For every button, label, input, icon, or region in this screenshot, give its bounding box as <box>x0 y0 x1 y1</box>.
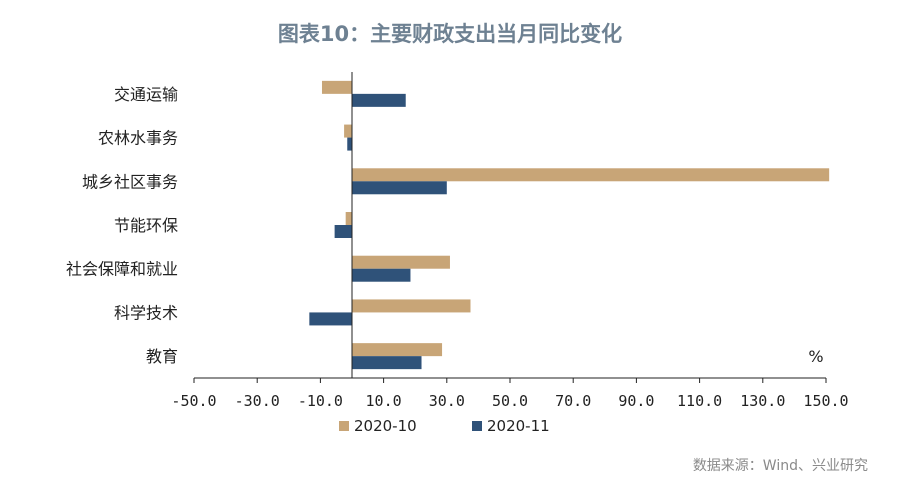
legend-label: 2020-10 <box>354 417 417 435</box>
category-label: 城乡社区事务 <box>82 172 178 191</box>
category-label: 农林水事务 <box>98 129 178 148</box>
category-label: 社会保障和就业 <box>66 260 178 279</box>
x-tick-label: 70.0 <box>555 392 591 410</box>
legend-swatch-2020-11 <box>472 421 482 431</box>
bar-2020-10-0 <box>321 80 352 94</box>
bar-2020-11-6 <box>352 356 422 370</box>
x-tick-label: 10.0 <box>366 392 402 410</box>
category-label: 科学技术 <box>114 303 178 322</box>
x-tick-label: 50.0 <box>492 392 528 410</box>
category-label: 节能环保 <box>114 216 178 235</box>
x-tick-label: -30.0 <box>235 392 280 410</box>
bar-2020-11-1 <box>347 137 352 151</box>
bar-2020-10-4 <box>352 255 450 269</box>
x-tick-label: 130.0 <box>740 392 785 410</box>
bar-2020-11-5 <box>309 312 352 326</box>
bar-2020-10-2 <box>352 168 830 182</box>
bar-2020-11-2 <box>352 181 447 195</box>
legend-label: 2020-11 <box>487 417 550 435</box>
category-label: 交通运输 <box>114 85 178 104</box>
bar-2020-11-3 <box>334 225 352 238</box>
bar-2020-10-6 <box>352 343 443 357</box>
unit-label: % <box>808 347 823 366</box>
x-tick-label: -10.0 <box>298 392 343 410</box>
bar-2020-10-1 <box>344 124 352 138</box>
x-tick-label: 30.0 <box>429 392 465 410</box>
chart-title: 图表10：主要财政支出当月同比变化 <box>277 22 623 46</box>
bar-2020-10-3 <box>345 212 352 225</box>
x-tick-label: -50.0 <box>171 392 216 410</box>
source-note: 数据来源：Wind、兴业研究 <box>692 458 868 474</box>
bar-2020-10-5 <box>352 299 471 313</box>
x-tick-label: 110.0 <box>677 392 722 410</box>
legend-swatch-2020-10 <box>339 421 349 431</box>
category-label: 教育 <box>146 347 178 366</box>
x-tick-label: 90.0 <box>618 392 654 410</box>
x-tick-label: 150.0 <box>803 392 848 410</box>
bar-2020-11-4 <box>352 268 411 282</box>
bar-2020-11-0 <box>352 93 406 107</box>
